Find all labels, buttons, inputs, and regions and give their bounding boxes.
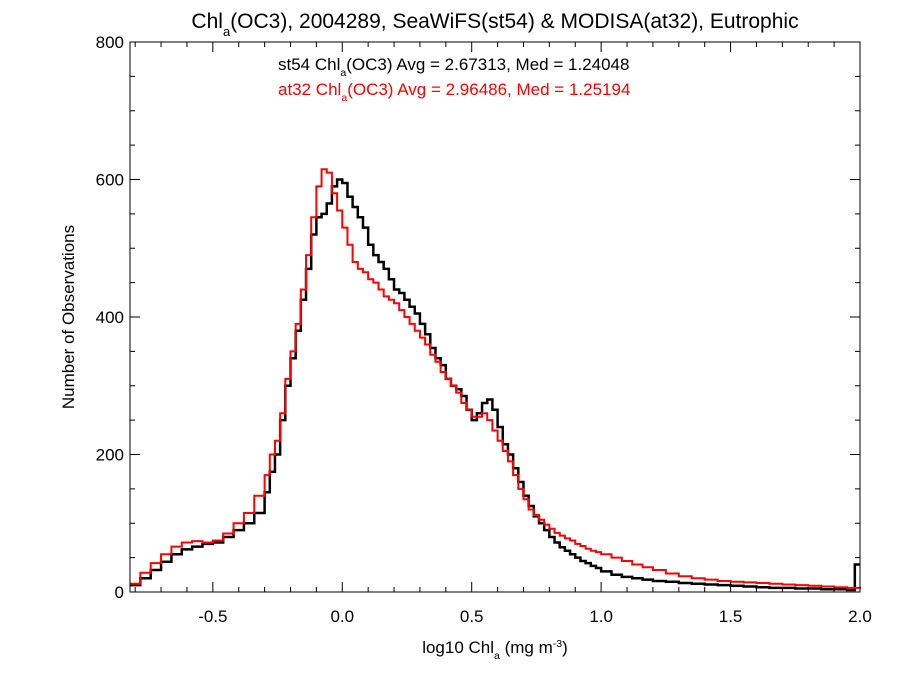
y-tick-label: 200 <box>96 446 124 465</box>
annotation-st54: st54 Chla(OC3) Avg = 2.67313, Med = 1.24… <box>278 55 629 79</box>
y-axis-label: Number of Observations <box>59 225 78 409</box>
x-tick-label: 0.0 <box>330 607 354 626</box>
y-tick-label: 0 <box>115 583 124 602</box>
x-tick-label: 1.0 <box>589 607 613 626</box>
series-st54-line <box>130 178 860 592</box>
chart-text: -0.5 0.0 0.5 1.0 1.5 2.0 0 200 400 600 800 Chla(OC3… <box>59 10 872 662</box>
x-tick-label: 2.0 <box>848 607 872 626</box>
series-at32-line <box>130 168 861 589</box>
y-tick-label: 800 <box>96 33 124 52</box>
x-tick-label: -0.5 <box>198 607 227 626</box>
x-axis-label: log10 Chla (mg m-3) <box>422 638 568 662</box>
plot-frame <box>129 41 861 593</box>
y-tick-label: 600 <box>96 171 124 190</box>
axes <box>129 41 861 593</box>
chart-title: Chla(OC3), 2004289, SeaWiFS(st54) & MODI… <box>191 10 798 39</box>
plot-area <box>130 168 861 592</box>
y-tick-label: 400 <box>96 308 124 327</box>
x-tick-label: 0.5 <box>460 607 484 626</box>
annotation-at32: at32 Chla(OC3) Avg = 2.96486, Med = 1.25… <box>278 80 630 104</box>
x-tick-label: 1.5 <box>719 607 743 626</box>
